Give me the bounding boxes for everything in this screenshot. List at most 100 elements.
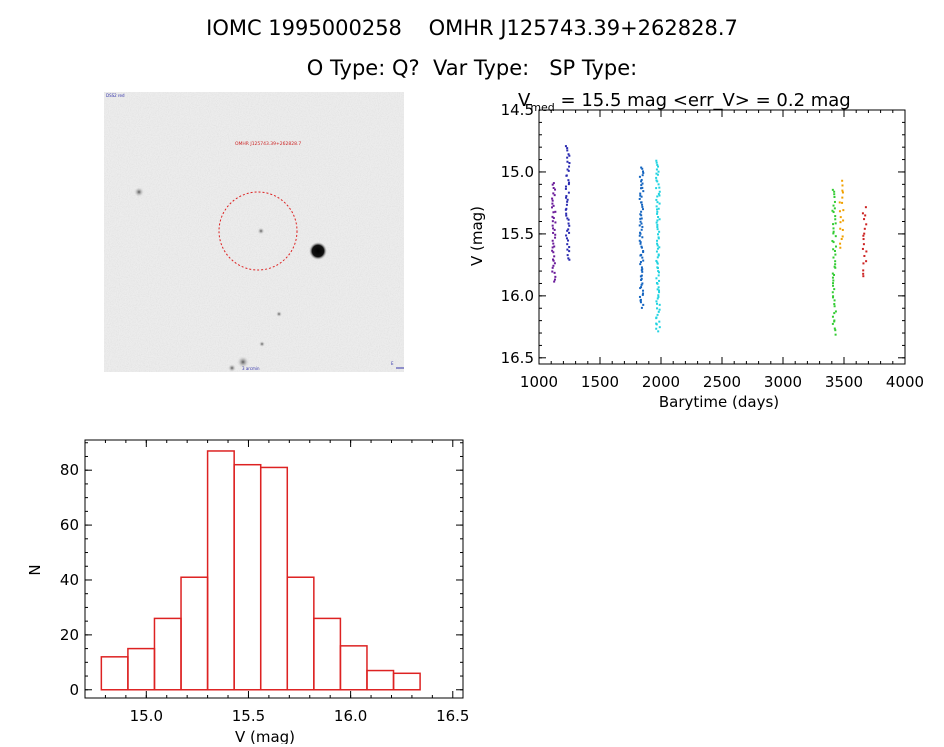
lc-data-point: [839, 227, 842, 230]
lc-data-point: [568, 181, 571, 184]
lc-data-point: [640, 195, 643, 198]
hist-y-tick-label: 40: [60, 571, 79, 589]
lc-data-point: [838, 201, 841, 204]
lc-data-point: [841, 189, 844, 192]
lc-data-point: [640, 214, 643, 217]
lc-data-point: [655, 198, 658, 201]
lc-data-point: [554, 188, 557, 191]
lc-data-point: [639, 254, 642, 257]
lc-data-point: [865, 260, 868, 263]
lc-data-point: [642, 303, 645, 306]
lc-data-point: [638, 239, 641, 242]
lc-data-point: [656, 261, 659, 264]
lc-data-point: [567, 191, 570, 194]
lc-data-point: [658, 194, 661, 197]
sky-corner-label: DSS2 red: [106, 93, 125, 98]
lc-data-point: [552, 204, 555, 207]
lc-data-point: [655, 187, 658, 190]
hist-x-tick-label: 15.0: [130, 707, 163, 725]
lc-data-point: [568, 224, 571, 227]
lc-data-point: [657, 207, 660, 210]
lc-data-point: [656, 219, 659, 222]
lc-data-point: [834, 253, 837, 256]
lc-data-point: [552, 264, 555, 267]
lc-data-point: [834, 310, 837, 313]
hist-bar: [286, 576, 315, 691]
lc-data-point: [657, 233, 660, 236]
lc-data-point: [552, 242, 555, 245]
hist-plot-area: 15.0 15.5 16.0 16.5 0 20 40 60 80: [60, 439, 469, 725]
light-curve-chart: Vmed = 15.5 mag <err_V> = 0.2 mag 1000 15…: [468, 90, 924, 411]
lc-data-point: [655, 159, 658, 162]
lc-data-point: [566, 248, 569, 251]
lc-data-point: [554, 275, 557, 278]
lc-x-tick-label: 2000: [642, 373, 680, 391]
lc-data-point: [656, 212, 659, 215]
lc-data-point: [656, 180, 659, 183]
lc-data-point: [656, 262, 659, 265]
lc-y-tick-label: 15.5: [501, 225, 534, 243]
lc-data-point: [656, 297, 659, 300]
lc-data-point: [657, 330, 660, 333]
lc-data-point: [834, 222, 837, 225]
hist-y-tick-label: 20: [60, 626, 79, 644]
lc-data-point: [564, 145, 567, 148]
lc-title-sub: med: [530, 101, 554, 114]
hist-x-tick-label: 15.5: [232, 707, 265, 725]
lc-data-point: [566, 149, 569, 152]
sky-image: DSS2 red OMHR J125743.39+262828.7 3 arcm…: [104, 92, 404, 372]
lc-data-point: [551, 258, 554, 261]
lc-data-point: [655, 179, 658, 182]
lc-data-point: [640, 166, 643, 169]
lc-data-point: [833, 299, 836, 302]
lc-y-tick-label: 16.5: [501, 349, 534, 367]
lc-data-point: [639, 301, 642, 304]
lc-data-point: [568, 258, 571, 261]
lc-data-point: [861, 247, 864, 250]
lc-data-point: [568, 246, 571, 249]
lc-data-point: [566, 168, 569, 171]
lc-data-point: [639, 260, 642, 263]
lc-data-point: [833, 195, 836, 198]
lc-data-point: [568, 250, 571, 253]
lc-data-point: [641, 282, 644, 285]
lc-data-point: [640, 266, 643, 269]
lc-data-point: [565, 195, 568, 198]
lc-data-point: [553, 194, 556, 197]
lc-data-point: [564, 187, 567, 190]
lc-data-point: [863, 254, 866, 257]
lc-data-point: [833, 305, 836, 308]
lc-data-point: [567, 257, 570, 260]
histogram-chart: 15.0 15.5 16.0 16.5 0 20 40 60 80 V (mag) N: [26, 439, 469, 744]
lc-data-point: [639, 192, 642, 195]
hist-bar: [180, 576, 209, 691]
object-title: IOMC 1995000258 OMHR J125743.39+262828.7: [206, 16, 738, 40]
lc-data-point: [565, 174, 568, 177]
hist-x-tick-label: 16.5: [436, 707, 469, 725]
hist-bar: [153, 617, 182, 691]
lc-data-point: [640, 184, 643, 187]
lc-data-point: [838, 210, 841, 213]
lc-data-point: [657, 192, 660, 195]
hist-bar: [339, 645, 368, 691]
lc-data-point: [566, 198, 569, 201]
lc-data-point: [641, 203, 644, 206]
field-star: [237, 356, 249, 368]
hist-y-axis-label: N: [26, 564, 44, 575]
lc-data-point: [864, 214, 867, 217]
lc-data-point: [657, 294, 660, 297]
lc-data-point: [640, 228, 643, 231]
lc-data-point: [831, 209, 834, 212]
lc-data-point: [551, 199, 554, 202]
lc-data-point: [566, 160, 569, 163]
lc-data-point: [841, 184, 844, 187]
lc-data-point: [658, 230, 661, 233]
lc-data-point: [655, 161, 658, 164]
lc-data-point: [658, 326, 661, 329]
lc-data-point: [658, 320, 661, 323]
hist-y-tick-label: 60: [60, 516, 79, 534]
lc-data-point: [862, 262, 865, 265]
lc-data-point: [567, 169, 570, 172]
lc-data-point: [553, 280, 556, 283]
lc-data-point: [639, 299, 642, 302]
